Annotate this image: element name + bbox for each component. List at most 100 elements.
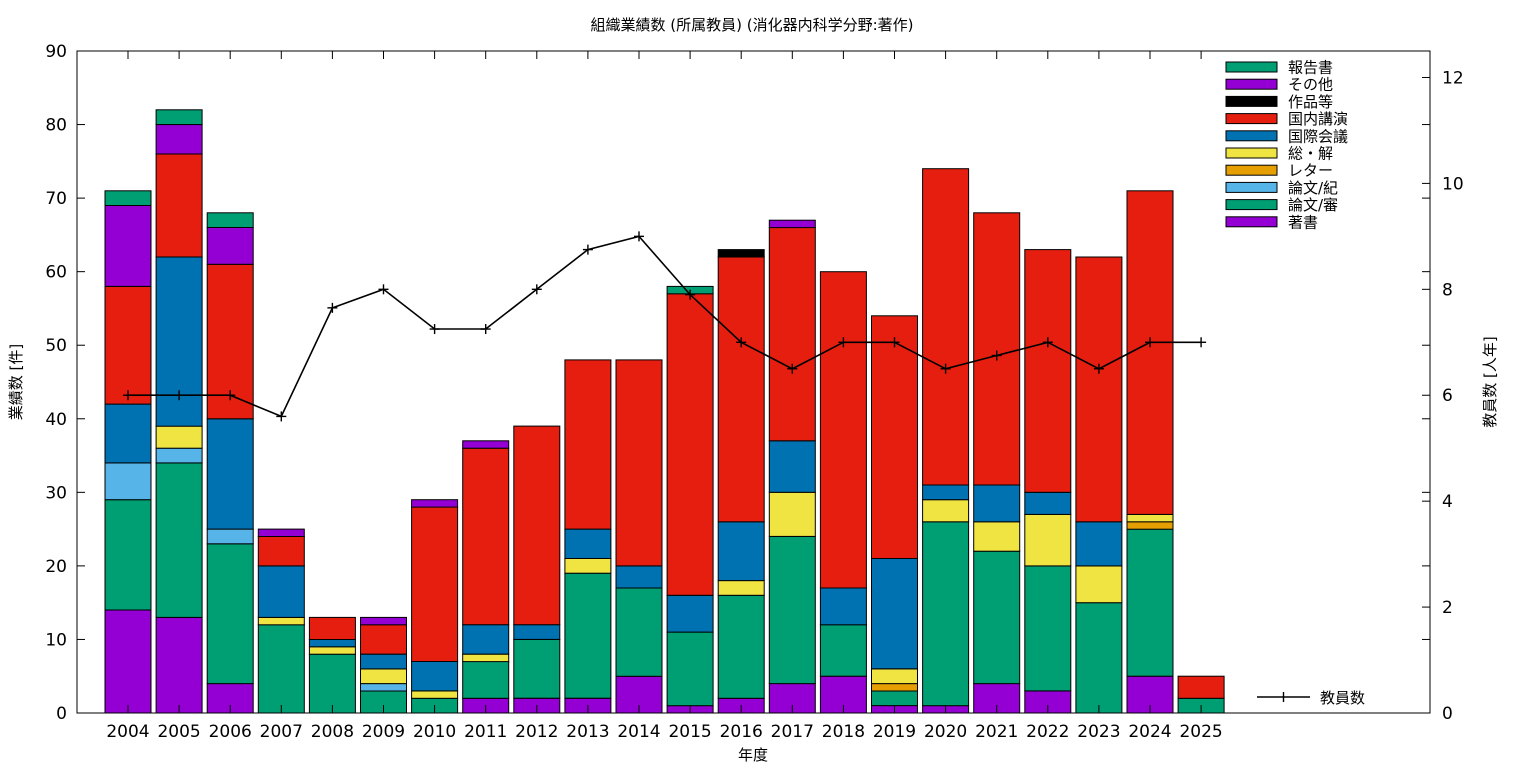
bar-2017-s5 xyxy=(768,440,816,493)
bar-2007-s6 xyxy=(257,536,305,567)
bar-2007-s4 xyxy=(257,616,305,626)
bar-2020-s5 xyxy=(922,484,970,501)
bar-2019-s1 xyxy=(871,690,918,707)
bar-2019-s5 xyxy=(871,558,918,670)
legend-swatch xyxy=(1225,78,1278,90)
line-point-2004 xyxy=(123,390,133,401)
legend-swatch xyxy=(1225,113,1278,125)
bar-2023-s4 xyxy=(1075,565,1123,604)
x-tick-label: 2021 xyxy=(975,722,1018,742)
bar-2019-s6 xyxy=(871,315,918,559)
x-tick-label: 2006 xyxy=(209,722,252,742)
bar-2010-s6 xyxy=(411,506,459,662)
line-point-2014 xyxy=(634,231,644,242)
bar-2005-s2 xyxy=(155,447,203,464)
x-tick-label: 2012 xyxy=(515,722,558,742)
line-point-2025 xyxy=(1196,337,1207,348)
line-point-2019 xyxy=(889,337,900,348)
bar-2021-s5 xyxy=(973,484,1021,523)
bar-2016-s4 xyxy=(717,580,765,596)
bar-2005-s0 xyxy=(155,616,203,714)
x-tick-label: 2016 xyxy=(720,722,763,742)
y2-tick-label: 2 xyxy=(1442,598,1453,618)
x-tick-label: 2014 xyxy=(617,722,660,742)
x-tick-label: 2025 xyxy=(1179,722,1222,742)
bar-2021-s4 xyxy=(973,521,1021,552)
x-axis-ticks: 2004 2005 2006 2007 2008 2009 2010 2011 2012 2013… xyxy=(106,51,1223,742)
bar-2004-s5 xyxy=(104,403,152,464)
bar-2009-s8 xyxy=(360,616,407,626)
bar-2014-s1 xyxy=(615,587,663,677)
bar-2021-s1 xyxy=(973,550,1021,685)
bar-2020-s4 xyxy=(922,499,970,523)
line-point-2016 xyxy=(736,337,747,348)
bar-2022-s1 xyxy=(1024,565,1072,692)
bar-2008-s1 xyxy=(308,653,356,714)
line-point-2020 xyxy=(940,363,951,374)
y-tick-label: 20 xyxy=(45,557,67,577)
bar-2023-s5 xyxy=(1075,521,1123,567)
bar-2014-s5 xyxy=(615,565,663,589)
bar-2005-s8 xyxy=(155,124,203,155)
bar-2012-s1 xyxy=(513,638,561,699)
x-tick-label: 2011 xyxy=(464,722,507,742)
y2-tick-label: 4 xyxy=(1442,492,1453,512)
bar-2004-s9 xyxy=(104,190,152,207)
bar-2006-s8 xyxy=(206,227,254,265)
line-point-2013 xyxy=(582,244,593,255)
line-series-path xyxy=(128,235,1202,418)
bar-2014-s6 xyxy=(615,359,663,567)
bar-2004-s1 xyxy=(104,499,152,611)
x-tick-label: 2024 xyxy=(1128,722,1171,742)
x-axis-label: 年度 xyxy=(738,746,768,764)
legend-swatch xyxy=(1225,164,1278,176)
bar-2009-s2 xyxy=(360,683,407,692)
legend-label: 作品等 xyxy=(1288,93,1333,111)
bar-2013-s1 xyxy=(564,572,612,699)
bar-2016-s6 xyxy=(717,256,765,523)
bar-2022-s4 xyxy=(1024,513,1072,567)
legend-swatch xyxy=(1225,216,1278,228)
legend-label: 国際会議 xyxy=(1288,127,1348,145)
legend-swatch xyxy=(1225,181,1278,193)
bar-2015-s5 xyxy=(666,594,714,633)
x-tick-label: 2008 xyxy=(311,722,354,742)
bar-2005-s1 xyxy=(155,462,203,618)
y-tick-label: 10 xyxy=(45,630,67,650)
y2-tick-label: 8 xyxy=(1442,280,1453,300)
bar-2010-s4 xyxy=(411,690,459,699)
legend-swatch xyxy=(1225,199,1278,211)
legend-label: 総・解 xyxy=(1288,145,1333,163)
bar-2015-s6 xyxy=(666,293,714,596)
bar-2007-s1 xyxy=(257,624,305,714)
bar-2021-s6 xyxy=(973,212,1021,486)
legend-label: 論文/審 xyxy=(1288,196,1338,214)
y2-axis-ticks: 0 2 4 6 8 10 12 xyxy=(1422,68,1464,724)
chart-title: 組織業績数 (所属教員) (消化器内科学分野:著作) xyxy=(590,16,913,34)
y2-tick-label: 0 xyxy=(1442,704,1453,724)
bar-2024-s3 xyxy=(1126,521,1174,530)
plot-frame xyxy=(76,50,1431,714)
line-point-2009 xyxy=(378,284,389,295)
x-tick-label: 2022 xyxy=(1026,722,1069,742)
bar-2004-s2 xyxy=(104,462,152,501)
legend-swatch xyxy=(1225,130,1278,142)
bar-2007-s8 xyxy=(257,528,305,537)
bar-2012-s6 xyxy=(513,425,561,626)
bar-2011-s6 xyxy=(462,447,510,626)
legend-label: 論文/紀 xyxy=(1288,179,1338,197)
line-point-2022 xyxy=(1042,337,1053,348)
x-tick-label: 2004 xyxy=(106,722,149,742)
x-tick-label: 2010 xyxy=(413,722,456,742)
line-point-2018 xyxy=(838,337,849,348)
legend-label: 国内講演 xyxy=(1288,110,1348,128)
x-tick-label: 2017 xyxy=(771,722,814,742)
y-tick-label: 50 xyxy=(45,336,67,356)
bar-2013-s5 xyxy=(564,528,612,559)
bar-2023-s1 xyxy=(1075,602,1123,714)
bar-2023-s6 xyxy=(1075,256,1123,523)
bar-2017-s6 xyxy=(768,227,816,442)
line-point-2007 xyxy=(276,411,287,422)
bar-2018-s6 xyxy=(819,271,867,589)
